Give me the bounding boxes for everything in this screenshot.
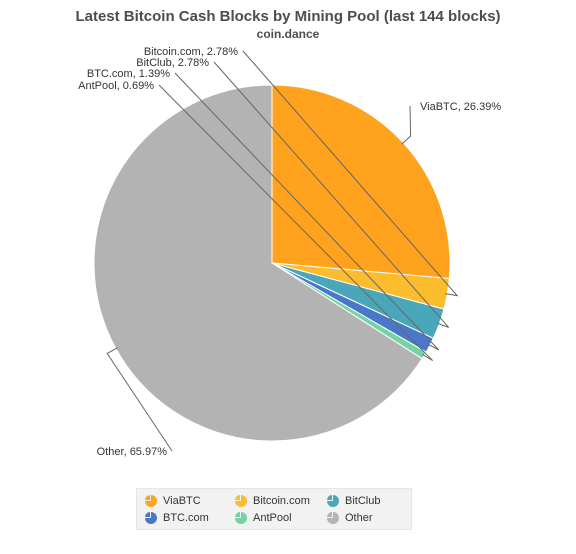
label-connector-line — [174, 72, 440, 351]
legend-pie-icon — [235, 512, 247, 524]
chart-title: Latest Bitcoin Cash Blocks by Mining Poo… — [75, 8, 501, 25]
legend-item-viabtc[interactable]: ViaBTC — [145, 494, 201, 508]
legend-pie-icon — [327, 512, 339, 524]
slice-data-label: AntPool, 0.69% — [78, 80, 154, 92]
legend-item-antpool[interactable]: AntPool — [235, 511, 292, 525]
legend-label: ViaBTC — [163, 495, 201, 507]
label-connector-line — [401, 105, 412, 145]
pie-labels: ViaBTC, 26.39% Bitcoin.com, 2.78%BitClub,… — [78, 46, 501, 458]
legend-item-bitclub[interactable]: BitClub — [327, 494, 380, 508]
chart-subtitle: coin.dance — [256, 27, 320, 41]
legend-item-btc-com[interactable]: BTC.com — [145, 511, 209, 525]
legend-label: AntPool — [253, 512, 292, 524]
legend-item-bitcoin-com[interactable]: Bitcoin.com — [235, 494, 310, 508]
label-connector-line — [213, 61, 450, 328]
legend-item-other[interactable]: Other — [327, 511, 373, 525]
label-connector-line — [106, 347, 173, 452]
slice-data-label: Bitcoin.com, 2.78% — [144, 46, 238, 58]
slice-data-label: BitClub, 2.78% — [136, 57, 209, 69]
slice-data-label: ViaBTC, 26.39% — [420, 101, 501, 113]
label-connector-line — [158, 84, 434, 362]
chart-legend: ViaBTC Bitcoin.com BitClub BTC.com AntPo… — [136, 488, 412, 530]
legend-pie-icon — [145, 512, 157, 524]
legend-label: BTC.com — [163, 512, 209, 524]
legend-pie-icon — [327, 495, 339, 507]
legend-label: BitClub — [345, 495, 381, 507]
legend-pie-icon — [145, 495, 157, 507]
pie-slices — [93, 84, 451, 442]
slice-data-label: BTC.com, 1.39% — [87, 68, 170, 80]
legend-label: Other — [345, 512, 373, 524]
label-connector-line — [242, 50, 459, 297]
slice-data-label: Other, 65.97% — [97, 446, 168, 458]
legend-pie-icon — [235, 495, 247, 507]
legend-label: Bitcoin.com — [253, 495, 310, 507]
